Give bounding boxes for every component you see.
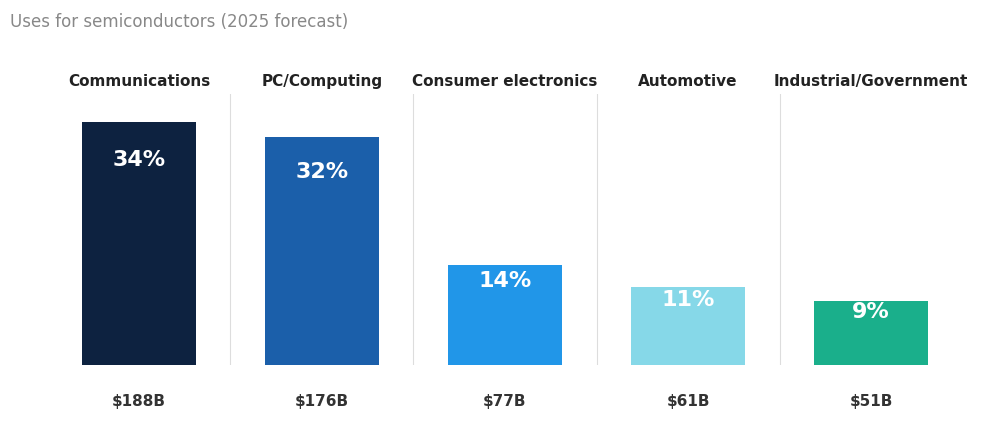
Text: Consumer electronics: Consumer electronics <box>412 74 598 89</box>
Text: $51B: $51B <box>849 393 893 408</box>
Text: $77B: $77B <box>483 393 527 408</box>
Text: Communications: Communications <box>68 74 210 89</box>
Text: 11%: 11% <box>661 289 715 309</box>
Bar <box>448 266 562 366</box>
Text: 32%: 32% <box>295 162 349 181</box>
Text: Industrial/Government: Industrial/Government <box>774 74 968 89</box>
Text: PC/Computing: PC/Computing <box>261 74 383 89</box>
Bar <box>82 123 196 366</box>
Text: $61B: $61B <box>666 393 710 408</box>
Text: Uses for semiconductors (2025 forecast): Uses for semiconductors (2025 forecast) <box>10 13 348 31</box>
Bar <box>814 301 928 366</box>
Text: $176B: $176B <box>295 393 349 408</box>
Bar <box>631 287 745 366</box>
Bar <box>265 137 379 366</box>
Text: $188B: $188B <box>112 393 166 408</box>
Text: Automotive: Automotive <box>638 74 738 89</box>
Text: 9%: 9% <box>852 301 890 321</box>
Text: 14%: 14% <box>478 271 532 291</box>
Text: 34%: 34% <box>112 150 166 169</box>
